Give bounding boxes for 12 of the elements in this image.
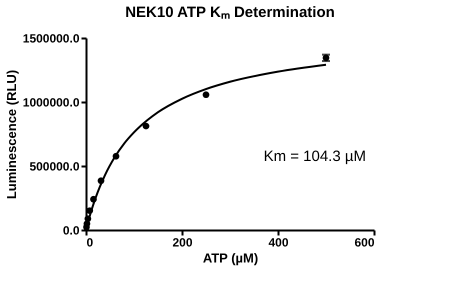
y-tick-label: 0.0 <box>62 224 80 238</box>
y-tick-label: 500000.0 <box>29 160 80 174</box>
x-tick-label: 0 <box>86 236 94 250</box>
y-axis-title: Luminescence (RLU) <box>4 70 19 200</box>
chart-title: NEK10 ATP Kₘ Determination <box>125 4 335 21</box>
x-axis-title: ATP (µM) <box>202 250 258 266</box>
y-tick-label: 1500000.0 <box>22 32 80 46</box>
x-tick-label: 600 <box>354 236 375 250</box>
y-tick-label: 1000000.0 <box>22 96 80 110</box>
x-tick-label: 400 <box>268 236 289 250</box>
x-tick-label: 200 <box>172 236 193 250</box>
annotation: Km = 104.3 µM <box>264 148 366 165</box>
